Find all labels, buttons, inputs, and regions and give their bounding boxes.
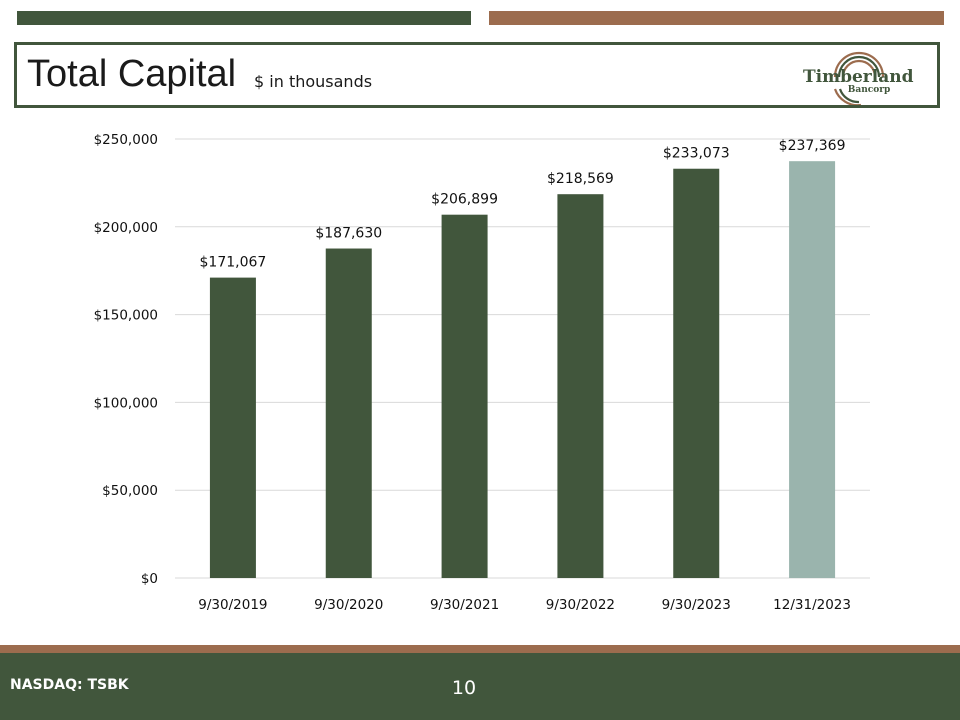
data-label: $218,569 — [547, 171, 614, 187]
page-number: 10 — [451, 677, 477, 699]
bar — [209, 277, 256, 578]
logo-subtext: Bancorp — [847, 85, 891, 95]
logo-wordmark: Timberland — [803, 67, 914, 87]
data-label: $206,899 — [431, 192, 498, 208]
data-label: $237,369 — [779, 138, 846, 154]
bars — [209, 161, 836, 578]
bar — [441, 214, 488, 578]
logo-rings-icon — [833, 51, 885, 105]
y-tick-label: $150,000 — [94, 308, 158, 324]
top-accent-bar-green — [17, 11, 471, 25]
data-label: $187,630 — [315, 226, 382, 242]
page-title: Total Capital — [27, 53, 237, 95]
gridlines — [175, 138, 870, 579]
x-tick-label: 9/30/2023 — [662, 597, 731, 613]
title-box: Total Capital $ in thousands Timberland … — [14, 42, 940, 108]
footer: NASDAQ: TSBK 10 — [0, 653, 960, 720]
x-tick-label: 9/30/2020 — [314, 597, 383, 613]
footer-accent-line — [0, 645, 960, 653]
company-logo: Timberland Bancorp — [799, 47, 914, 105]
bar-chart: $0 $50,000 $100,000 $150,000 $200,000 $250,00… — [94, 132, 870, 613]
y-tick-label: $200,000 — [94, 220, 158, 236]
x-tick-label: 9/30/2022 — [546, 597, 615, 613]
bar — [673, 168, 720, 578]
y-tick-label: $50,000 — [102, 483, 158, 499]
x-tick-label: 9/30/2021 — [430, 597, 499, 613]
x-tick-label: 12/31/2023 — [773, 597, 851, 613]
bar — [325, 248, 372, 578]
bar — [789, 161, 836, 578]
y-tick-label: $100,000 — [94, 395, 158, 411]
data-label: $233,073 — [663, 146, 730, 162]
top-accent-bar-brown — [489, 11, 944, 25]
x-tick-label: 9/30/2019 — [198, 597, 267, 613]
bar — [557, 194, 604, 578]
labels: $0 $50,000 $100,000 $150,000 $200,000 $250,00… — [94, 132, 851, 613]
y-tick-label: $0 — [141, 571, 158, 587]
page-subtitle: $ in thousands — [254, 72, 373, 91]
y-tick-label: $250,000 — [94, 132, 158, 148]
data-label: $171,067 — [200, 255, 267, 271]
stock-ticker: NASDAQ: TSBK — [10, 677, 129, 693]
